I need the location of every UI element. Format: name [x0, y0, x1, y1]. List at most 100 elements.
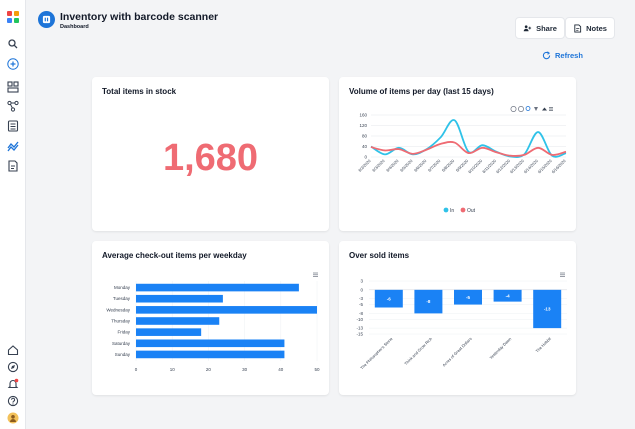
- app-logo-icon: [38, 11, 55, 28]
- bar-item: [414, 289, 443, 314]
- y-tick-label: 0: [364, 155, 367, 160]
- user-avatar[interactable]: [5, 410, 21, 426]
- chart-toolbar: [510, 106, 553, 112]
- volume-card-title: Volume of items per day (last 15 days): [349, 87, 494, 96]
- chart-menu-icon[interactable]: [560, 272, 565, 277]
- table-icon[interactable]: [5, 118, 21, 134]
- x-tick-label: 6/6/2020: [413, 158, 428, 173]
- category-label: Monday: [114, 285, 131, 290]
- x-tick-label: 40: [278, 367, 284, 372]
- search-icon[interactable]: [5, 36, 21, 52]
- bar-value-label: -13: [544, 307, 551, 312]
- y-tick-label: -10: [356, 317, 363, 322]
- x-tick-label: 6/5/2020: [399, 158, 414, 173]
- stock-total-value: 1,680: [162, 137, 259, 179]
- help-icon[interactable]: [5, 393, 21, 409]
- category-label: Saturday: [112, 341, 131, 346]
- bar-friday: [136, 328, 202, 336]
- notes-label: Notes: [586, 23, 607, 33]
- app-title: Inventory with barcode scanner: [60, 11, 219, 23]
- y-tick-label: -3: [359, 296, 363, 301]
- y-tick-label: -5: [359, 302, 363, 307]
- refresh-button[interactable]: Refresh: [542, 51, 583, 60]
- volume-card: Volume of items per day (last 15 days) 0…: [339, 77, 576, 231]
- add-icon[interactable]: [5, 56, 21, 72]
- x-tick-label: 6/4/2020: [385, 158, 400, 173]
- y-tick-label: 3: [360, 279, 363, 284]
- zoom-in-icon[interactable]: [510, 106, 517, 112]
- x-tick-label: 50: [314, 367, 320, 372]
- pan-icon[interactable]: [534, 107, 538, 111]
- home-icon[interactable]: [5, 342, 21, 358]
- bar-value-label: -6: [387, 296, 391, 301]
- oversold-card: Over sold items -6 -8 -5 -4 -13 3 0 -3 -5 -8 -10-…: [339, 241, 576, 395]
- category-label: Tuesday: [113, 296, 131, 301]
- x-tick-label: 0: [135, 367, 138, 372]
- x-tick-label: 6/2/2020: [357, 158, 372, 173]
- bar-value-label: -5: [466, 295, 470, 300]
- x-tick-label: 30: [242, 367, 248, 372]
- zoom-out-icon[interactable]: [518, 106, 524, 112]
- y-tick-label: 0: [360, 287, 363, 292]
- category-label: Wednesday: [106, 307, 130, 312]
- chart-menu-icon[interactable]: [313, 272, 318, 277]
- category-label: Friday: [117, 330, 130, 335]
- bar-item: [374, 289, 403, 308]
- main-area: Inventory with barcode scanner Dashboard…: [27, 0, 635, 429]
- series-line-in: [370, 119, 567, 159]
- category-label: Sunday: [115, 352, 131, 357]
- notes-button[interactable]: Notes: [565, 17, 615, 39]
- bar-sunday: [136, 350, 285, 359]
- weekday-chart: Monday Tuesday Wednesday Thursday Friday Satu…: [106, 272, 320, 372]
- x-tick-label: 6/8/2020: [441, 158, 456, 173]
- notes-icon: [574, 23, 582, 33]
- dashboard-icon[interactable]: [5, 79, 21, 95]
- y-tick-label: 120: [359, 123, 367, 128]
- x-tick-label: Yesterday Dawn: [488, 336, 512, 360]
- refresh-label: Refresh: [555, 51, 583, 60]
- bar-wednesday: [136, 306, 317, 314]
- bar-monday: [136, 283, 299, 292]
- explore-icon[interactable]: [5, 359, 21, 375]
- bar-thursday: [136, 317, 220, 325]
- page-title: Dashboard: [60, 24, 89, 30]
- workflow-icon[interactable]: [5, 98, 21, 114]
- y-tick-label: 40: [362, 144, 368, 149]
- bar-item: [454, 289, 482, 305]
- series-line-out: [370, 141, 567, 157]
- weekday-card-title: Average check-out items per weekday: [102, 251, 247, 260]
- notifications-icon[interactable]: [5, 376, 21, 392]
- oversold-chart: -6-8-5 -4-13 30-3-5-8-10-13-15 The Philos…: [356, 272, 567, 370]
- volume-chart: 0 40 80 120 160 6/2/2020 6/3/2020 6/4/2020 6/5/…: [357, 106, 567, 214]
- share-label: Share: [536, 23, 557, 33]
- bar-item: [493, 289, 522, 302]
- share-icon: [523, 24, 532, 31]
- reset-home-icon[interactable]: [542, 107, 547, 111]
- y-tick-label: -13: [356, 326, 363, 331]
- x-tick-label: Think and Grow Rich: [403, 336, 433, 366]
- y-tick-label: -15: [356, 332, 363, 337]
- x-tick-label: 20: [206, 367, 212, 372]
- share-button[interactable]: Share: [515, 17, 565, 39]
- weekday-card: Average check-out items per weekday Mond…: [92, 241, 329, 395]
- bar-value-label: -4: [506, 293, 510, 298]
- x-tick-label: 6/7/2020: [427, 158, 442, 173]
- automation-icon[interactable]: [5, 138, 21, 154]
- zoom-select-icon[interactable]: [525, 106, 531, 111]
- left-rail: [0, 0, 26, 429]
- x-tick-label: Acres of Great Dollars: [441, 336, 472, 367]
- legend-marker: [443, 207, 449, 213]
- x-tick-label: 10: [170, 367, 176, 372]
- stock-card: Total items in stock 1,680: [92, 77, 329, 231]
- apps-grid-icon[interactable]: [5, 9, 21, 25]
- x-tick-label: 6/3/2020: [371, 158, 386, 173]
- legend-label: Out: [467, 208, 476, 214]
- x-tick-label: The Hobbit: [535, 336, 553, 354]
- stock-card-title: Total items in stock: [102, 87, 177, 96]
- chart-menu-icon[interactable]: [549, 107, 553, 111]
- oversold-card-title: Over sold items: [349, 251, 410, 260]
- bar-tuesday: [136, 294, 223, 303]
- y-tick-label: -8: [359, 311, 363, 316]
- bar-saturday: [136, 339, 285, 348]
- form-icon[interactable]: [5, 158, 21, 174]
